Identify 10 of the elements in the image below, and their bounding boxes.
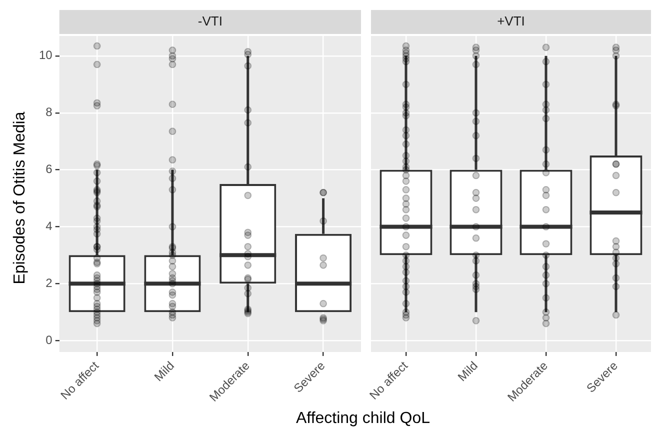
y-tick-label: 10 <box>38 48 53 62</box>
chart-title: +VTI <box>497 14 525 29</box>
y-tick-label: 2 <box>46 276 53 290</box>
y-tick-label: 4 <box>46 219 53 234</box>
y-tick-label: 8 <box>46 105 53 120</box>
y-tick-label: 0 <box>46 332 53 347</box>
y-axis-title: Episodes of Otitis Media <box>11 112 29 284</box>
chart-title: -VTI <box>198 14 222 29</box>
y-tick-label: 6 <box>46 162 53 176</box>
x-axis-title: Affecting child QoL <box>294 410 431 428</box>
